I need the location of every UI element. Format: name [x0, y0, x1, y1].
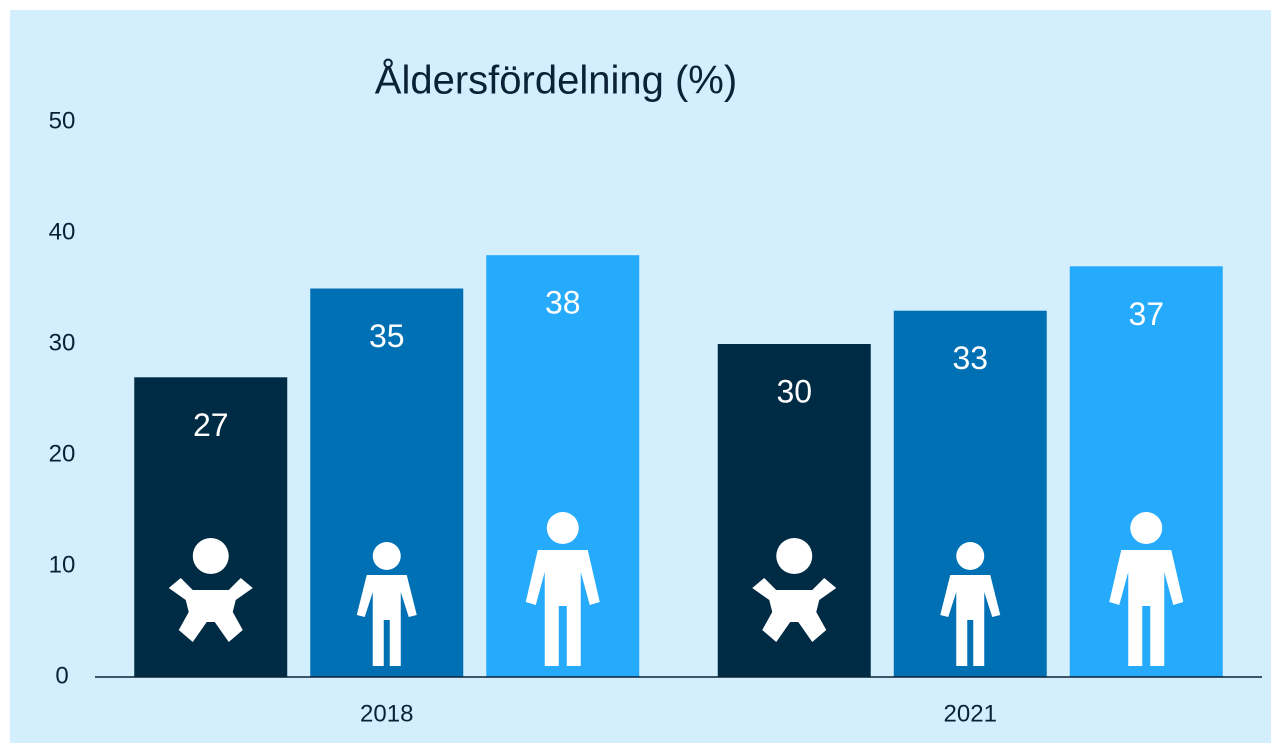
- x-tick-label: 2018: [360, 700, 413, 727]
- person-icon: [752, 538, 837, 642]
- bar: [486, 255, 640, 677]
- person-icon: [525, 512, 600, 666]
- person-icon: [1109, 512, 1184, 666]
- value-label: 27: [193, 407, 229, 443]
- y-tick-label: 30: [49, 329, 76, 356]
- y-tick-label: 0: [55, 662, 68, 689]
- icon: [940, 575, 1001, 666]
- value-label: 33: [952, 340, 988, 376]
- icon: [192, 538, 229, 574]
- chart-title: Åldersfördelning (%): [375, 58, 737, 103]
- bar: [1069, 266, 1223, 677]
- x-tick-label: 2021: [944, 700, 997, 727]
- icon: [752, 578, 837, 642]
- icon: [1130, 512, 1163, 544]
- y-tick-label: 40: [49, 218, 76, 245]
- icon: [525, 550, 600, 666]
- value-label: 38: [545, 285, 581, 321]
- value-label: 37: [1128, 296, 1164, 332]
- icon: [168, 578, 253, 642]
- person-icon: [940, 542, 1001, 666]
- y-tick-label: 10: [49, 551, 76, 578]
- value-label: 35: [369, 318, 405, 354]
- y-tick-label: 50: [49, 107, 76, 134]
- bar: [134, 377, 288, 677]
- icon: [372, 542, 401, 570]
- icon: [546, 512, 579, 544]
- icon: [776, 538, 813, 574]
- person-icon: [356, 542, 417, 666]
- y-tick-label: 20: [49, 440, 76, 467]
- icon: [1109, 550, 1184, 666]
- icon: [356, 575, 417, 666]
- value-label: 30: [776, 373, 812, 409]
- person-icon: [168, 538, 253, 642]
- icon: [956, 542, 985, 570]
